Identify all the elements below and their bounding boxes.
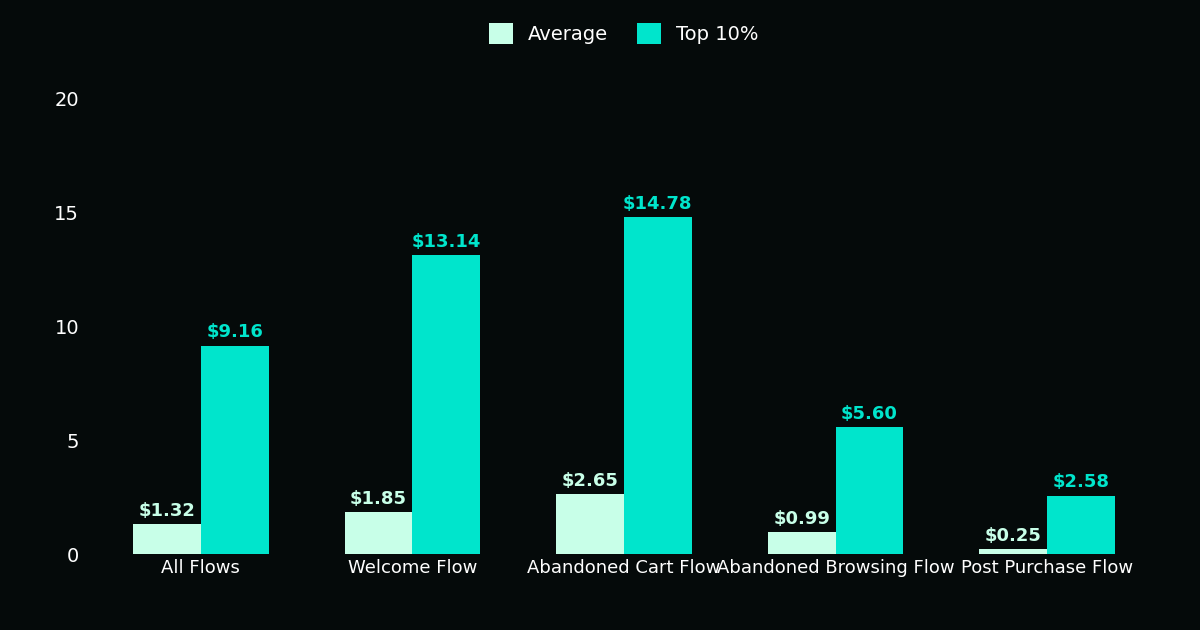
Text: $9.16: $9.16	[206, 323, 263, 341]
Text: $14.78: $14.78	[623, 195, 692, 214]
Text: $0.25: $0.25	[985, 527, 1042, 544]
Text: $0.99: $0.99	[773, 510, 830, 528]
Text: $1.32: $1.32	[138, 502, 196, 520]
Legend: Average, Top 10%: Average, Top 10%	[490, 23, 758, 44]
Bar	[768, 532, 835, 554]
Bar	[133, 524, 200, 554]
Text: $2.58: $2.58	[1052, 474, 1110, 491]
Bar	[200, 345, 269, 554]
Text: $5.60: $5.60	[841, 404, 898, 423]
Bar	[557, 494, 624, 554]
Bar	[624, 217, 691, 554]
Bar	[1048, 496, 1115, 554]
Text: $13.14: $13.14	[412, 232, 481, 251]
Bar	[344, 512, 413, 554]
Bar	[413, 255, 480, 554]
Bar	[979, 549, 1048, 554]
Text: $2.65: $2.65	[562, 472, 618, 490]
Bar	[835, 427, 904, 554]
Text: $1.85: $1.85	[350, 490, 407, 508]
